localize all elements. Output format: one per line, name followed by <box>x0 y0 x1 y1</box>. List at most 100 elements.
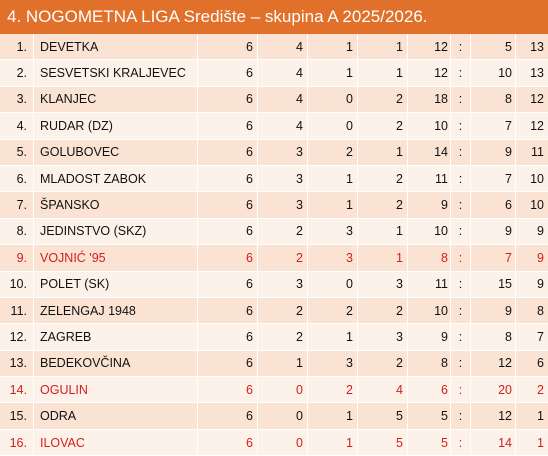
losses-cell: 1 <box>358 34 408 61</box>
goals-against-cell: 5 <box>471 34 516 61</box>
goals-separator: : <box>451 60 471 87</box>
position-cell: 15. <box>0 403 34 430</box>
goals-separator: : <box>451 429 471 456</box>
played-cell: 6 <box>198 350 258 378</box>
table-row: 4. RUDAR (DZ) 6 4 0 2 10:7 12 <box>0 113 548 140</box>
goals-for-cell: 10 <box>408 218 451 246</box>
goals-separator: : <box>451 377 471 404</box>
position-cell: 1. <box>0 34 34 61</box>
played-cell: 6 <box>198 403 258 430</box>
table-row: 16. ILOVAC 6 0 1 5 5:14 1 <box>0 429 548 456</box>
table-row: 3. KLANJEC 6 4 0 2 18:8 12 <box>0 86 548 114</box>
played-cell: 6 <box>198 377 258 404</box>
wins-cell: 0 <box>258 403 308 430</box>
losses-cell: 1 <box>358 60 408 87</box>
losses-cell: 2 <box>358 113 408 140</box>
goals-against-cell: 10 <box>471 60 516 87</box>
goals-against-cell: 7 <box>471 245 516 272</box>
goals-for-cell: 6 <box>408 377 451 404</box>
played-cell: 6 <box>198 218 258 246</box>
goals-separator: : <box>451 34 471 61</box>
losses-cell: 3 <box>358 271 408 298</box>
goals-for-cell: 10 <box>408 113 451 140</box>
goals-against-cell: 6 <box>471 192 516 219</box>
table-row: 7. ŠPANSKO 6 3 1 2 9:6 10 <box>0 192 548 219</box>
points-cell: 6 <box>516 350 548 378</box>
losses-cell: 5 <box>358 429 408 456</box>
draws-cell: 3 <box>308 350 358 378</box>
losses-cell: 4 <box>358 377 408 404</box>
points-cell: 1 <box>516 429 548 456</box>
goals-for-cell: 9 <box>408 192 451 219</box>
losses-cell: 1 <box>358 218 408 246</box>
position-cell: 12. <box>0 324 34 351</box>
points-cell: 11 <box>516 139 548 166</box>
team-name-cell: JEDINSTVO (SKZ) <box>34 218 198 246</box>
table-row: 11. ZELENGAJ 1948 6 2 2 2 10:9 8 <box>0 297 548 325</box>
wins-cell: 4 <box>258 86 308 114</box>
points-cell: 2 <box>516 377 548 404</box>
team-name-cell: ILOVAC <box>34 429 198 456</box>
goals-for-cell: 12 <box>408 34 451 61</box>
position-cell: 3. <box>0 86 34 114</box>
goals-for-cell: 8 <box>408 245 451 272</box>
goals-against-cell: 9 <box>471 218 516 246</box>
position-cell: 16. <box>0 429 34 456</box>
team-name-cell: KLANJEC <box>34 86 198 114</box>
goals-separator: : <box>451 113 471 140</box>
team-name-cell: DEVETKA <box>34 34 198 61</box>
goals-against-cell: 15 <box>471 271 516 298</box>
team-name-cell: ZELENGAJ 1948 <box>34 297 198 325</box>
points-cell: 8 <box>516 297 548 325</box>
wins-cell: 3 <box>258 139 308 166</box>
goals-for-cell: 11 <box>408 165 451 193</box>
draws-cell: 1 <box>308 429 358 456</box>
wins-cell: 2 <box>258 297 308 325</box>
points-cell: 13 <box>516 34 548 61</box>
team-name-cell: BEDEKOVČINA <box>34 350 198 378</box>
goals-for-cell: 5 <box>408 429 451 456</box>
goals-against-cell: 7 <box>471 113 516 140</box>
played-cell: 6 <box>198 139 258 166</box>
position-cell: 10. <box>0 271 34 298</box>
played-cell: 6 <box>198 297 258 325</box>
table-row: 9. VOJNIĆ '95 6 2 3 1 8:7 9 <box>0 245 548 272</box>
goals-separator: : <box>451 271 471 298</box>
wins-cell: 3 <box>258 271 308 298</box>
team-name-cell: SESVETSKI KRALJEVEC <box>34 60 198 87</box>
goals-separator: : <box>451 403 471 430</box>
goals-separator: : <box>451 350 471 378</box>
goals-against-cell: 12 <box>471 403 516 430</box>
position-cell: 8. <box>0 218 34 246</box>
losses-cell: 3 <box>358 324 408 351</box>
draws-cell: 1 <box>308 60 358 87</box>
losses-cell: 2 <box>358 297 408 325</box>
wins-cell: 2 <box>258 218 308 246</box>
team-name-cell: ZAGREB <box>34 324 198 351</box>
wins-cell: 4 <box>258 113 308 140</box>
goals-separator: : <box>451 86 471 114</box>
losses-cell: 2 <box>358 350 408 378</box>
table-row: 14. OGULIN 6 0 2 4 6:20 2 <box>0 377 548 404</box>
draws-cell: 3 <box>308 245 358 272</box>
wins-cell: 4 <box>258 34 308 61</box>
goals-against-cell: 14 <box>471 429 516 456</box>
goals-for-cell: 8 <box>408 350 451 378</box>
draws-cell: 2 <box>308 377 358 404</box>
team-name-cell: POLET (SK) <box>34 271 198 298</box>
losses-cell: 2 <box>358 165 408 193</box>
played-cell: 6 <box>198 86 258 114</box>
goals-separator: : <box>451 218 471 246</box>
goals-against-cell: 8 <box>471 324 516 351</box>
played-cell: 6 <box>198 324 258 351</box>
team-name-cell: RUDAR (DZ) <box>34 113 198 140</box>
team-name-cell: ŠPANSKO <box>34 192 198 219</box>
points-cell: 9 <box>516 245 548 272</box>
draws-cell: 0 <box>308 271 358 298</box>
goals-separator: : <box>451 297 471 325</box>
points-cell: 10 <box>516 192 548 219</box>
wins-cell: 2 <box>258 245 308 272</box>
losses-cell: 5 <box>358 403 408 430</box>
wins-cell: 3 <box>258 192 308 219</box>
